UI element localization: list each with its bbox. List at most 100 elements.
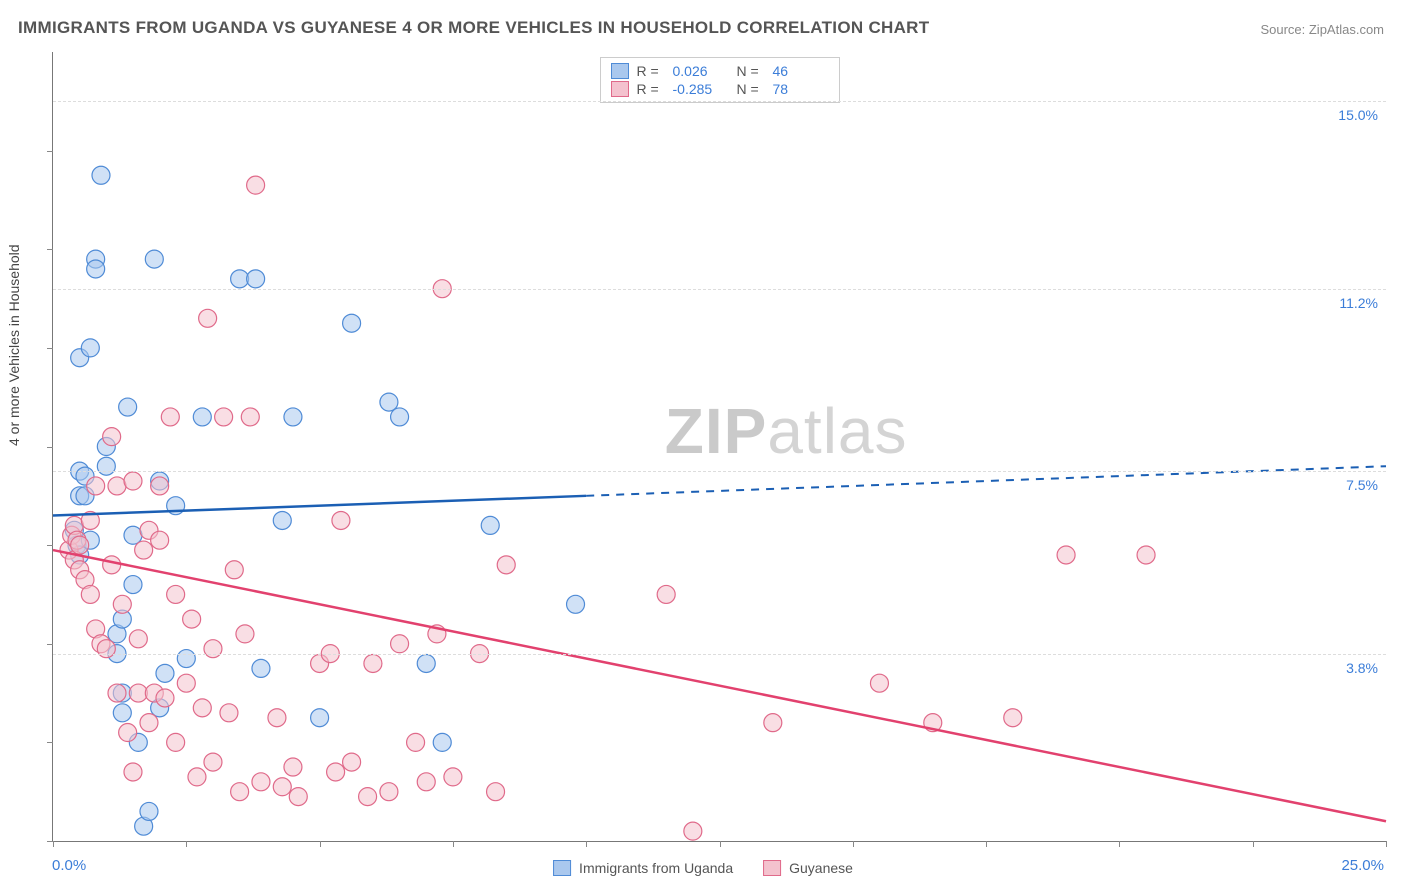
data-point [215, 408, 233, 426]
data-point [151, 477, 169, 495]
data-point [124, 472, 142, 490]
data-point [870, 674, 888, 692]
data-point [481, 516, 499, 534]
swatch-icon [763, 860, 781, 876]
data-point [124, 576, 142, 594]
data-point [113, 704, 131, 722]
data-point [225, 561, 243, 579]
data-point [1137, 546, 1155, 564]
data-point [273, 778, 291, 796]
data-point [97, 457, 115, 475]
data-point [247, 176, 265, 194]
data-point [311, 709, 329, 727]
data-point [119, 724, 137, 742]
data-point [167, 733, 185, 751]
data-point [129, 630, 147, 648]
data-point [284, 408, 302, 426]
x-axis-min-label: 0.0% [52, 857, 86, 874]
data-point [391, 635, 409, 653]
data-point [81, 339, 99, 357]
data-point [417, 654, 435, 672]
data-point [284, 758, 302, 776]
data-point [407, 733, 425, 751]
data-point [87, 477, 105, 495]
data-point [273, 511, 291, 529]
data-point [497, 556, 515, 574]
data-point [140, 714, 158, 732]
source-attribution: Source: ZipAtlas.com [1260, 22, 1384, 37]
legend-label: Guyanese [789, 860, 853, 876]
data-point [343, 314, 361, 332]
y-grid-label: 15.0% [1338, 107, 1378, 123]
data-point [140, 802, 158, 820]
data-point [391, 408, 409, 426]
data-point [177, 650, 195, 668]
plot-area: ZIPatlas R = 0.026 N = 46 R = -0.285 N =… [52, 52, 1386, 842]
data-point [119, 398, 137, 416]
data-point [87, 260, 105, 278]
data-point [81, 585, 99, 603]
y-axis-title: 4 or more Vehicles in Household [6, 244, 22, 446]
data-point [433, 733, 451, 751]
data-point [103, 556, 121, 574]
data-point [359, 788, 377, 806]
data-point [135, 541, 153, 559]
data-point [108, 477, 126, 495]
data-point [231, 783, 249, 801]
data-point [193, 699, 211, 717]
data-point [343, 753, 361, 771]
data-point [332, 511, 350, 529]
data-point [417, 773, 435, 791]
data-point [167, 585, 185, 603]
data-point [92, 166, 110, 184]
data-point [71, 536, 89, 554]
data-point [124, 763, 142, 781]
chart-container: IMMIGRANTS FROM UGANDA VS GUYANESE 4 OR … [0, 0, 1406, 892]
legend: Immigrants from Uganda Guyanese [553, 860, 853, 876]
data-point [220, 704, 238, 722]
data-point [247, 270, 265, 288]
data-point [193, 408, 211, 426]
data-point [108, 684, 126, 702]
data-point [252, 659, 270, 677]
data-point [103, 428, 121, 446]
data-point [199, 309, 217, 327]
data-point [151, 531, 169, 549]
data-point [764, 714, 782, 732]
x-axis-max-label: 25.0% [1341, 857, 1384, 874]
legend-item-1: Guyanese [763, 860, 853, 876]
data-point [364, 654, 382, 672]
data-point [657, 585, 675, 603]
data-point [268, 709, 286, 727]
data-point [161, 408, 179, 426]
data-point [252, 773, 270, 791]
data-point [177, 674, 195, 692]
y-grid-label: 3.8% [1346, 660, 1378, 676]
data-point [380, 783, 398, 801]
data-point [204, 640, 222, 658]
y-grid-label: 11.2% [1339, 295, 1378, 311]
data-point [684, 822, 702, 840]
data-point [156, 664, 174, 682]
data-point [183, 610, 201, 628]
regression-line [53, 496, 586, 516]
data-point [204, 753, 222, 771]
data-point [129, 684, 147, 702]
data-point [97, 640, 115, 658]
data-point [113, 595, 131, 613]
data-point [487, 783, 505, 801]
data-point [231, 270, 249, 288]
y-grid-label: 7.5% [1346, 477, 1378, 493]
data-point [156, 689, 174, 707]
chart-title: IMMIGRANTS FROM UGANDA VS GUYANESE 4 OR … [18, 18, 929, 38]
data-point [145, 250, 163, 268]
data-point [327, 763, 345, 781]
legend-item-0: Immigrants from Uganda [553, 860, 733, 876]
data-point [236, 625, 254, 643]
swatch-icon [553, 860, 571, 876]
plot-svg [53, 52, 1386, 841]
data-point [1057, 546, 1075, 564]
data-point [1004, 709, 1022, 727]
data-point [289, 788, 307, 806]
legend-label: Immigrants from Uganda [579, 860, 733, 876]
